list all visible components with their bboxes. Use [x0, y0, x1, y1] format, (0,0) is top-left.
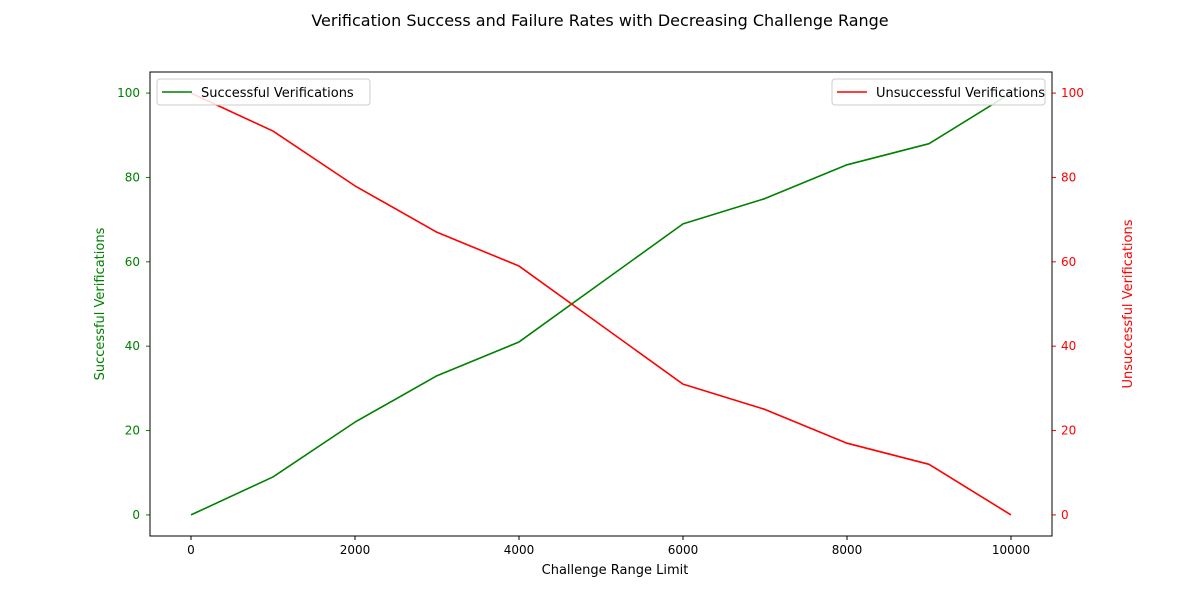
x-axis-label: Challenge Range Limit: [542, 563, 689, 578]
right-y-tick-label: 60: [1061, 255, 1076, 269]
legend-right: Unsuccessful Verifications: [831, 78, 1046, 106]
x-tick-label: 8000: [832, 543, 863, 557]
right-axis-label: Unsuccessful Verifications: [1121, 219, 1136, 388]
legend-box: [156, 78, 371, 106]
series-line-successful: [190, 92, 1012, 516]
series-line-unsuccessful: [190, 92, 1012, 516]
x-tick-label: 10000: [992, 543, 1030, 557]
right-y-tick-label: 0: [1061, 508, 1069, 522]
left-y-tick-label: 0: [132, 508, 140, 522]
left-y-tick-label: 60: [125, 255, 140, 269]
left-y-tick-label: 80: [125, 170, 140, 184]
plot-frame: [149, 71, 1053, 537]
x-tick-label: 2000: [340, 543, 371, 557]
left-axis-label: Successful Verifications: [93, 227, 108, 380]
chart-title: Verification Success and Failure Rates w…: [311, 11, 888, 30]
x-tick-label: 0: [187, 543, 195, 557]
x-tick-label: 4000: [504, 543, 535, 557]
left-y-tick-label: 20: [125, 424, 140, 438]
left-y-tick-label: 40: [125, 339, 140, 353]
right-y-tick-label: 100: [1061, 86, 1084, 100]
left-y-tick-label: 100: [117, 86, 140, 100]
right-y-tick-label: 20: [1061, 424, 1076, 438]
right-y-tick-label: 40: [1061, 339, 1076, 353]
legend-left: Successful Verifications: [156, 78, 371, 106]
legend-label: Unsuccessful Verifications: [876, 86, 1045, 101]
right-y-tick-label: 80: [1061, 170, 1076, 184]
legend-box: [831, 78, 1046, 106]
legend-label: Successful Verifications: [201, 86, 354, 101]
x-tick-label: 6000: [668, 543, 699, 557]
